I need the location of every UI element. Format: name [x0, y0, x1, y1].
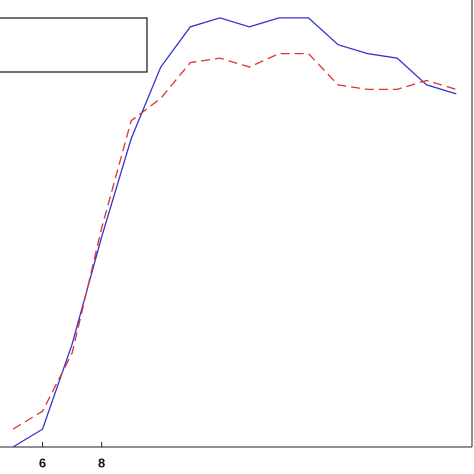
legend-box — [0, 17, 148, 73]
series-line — [12, 17, 457, 448]
series-line — [12, 52, 457, 430]
x-tick-label: 8 — [98, 455, 105, 470]
x-tick-label: 6 — [39, 455, 46, 470]
